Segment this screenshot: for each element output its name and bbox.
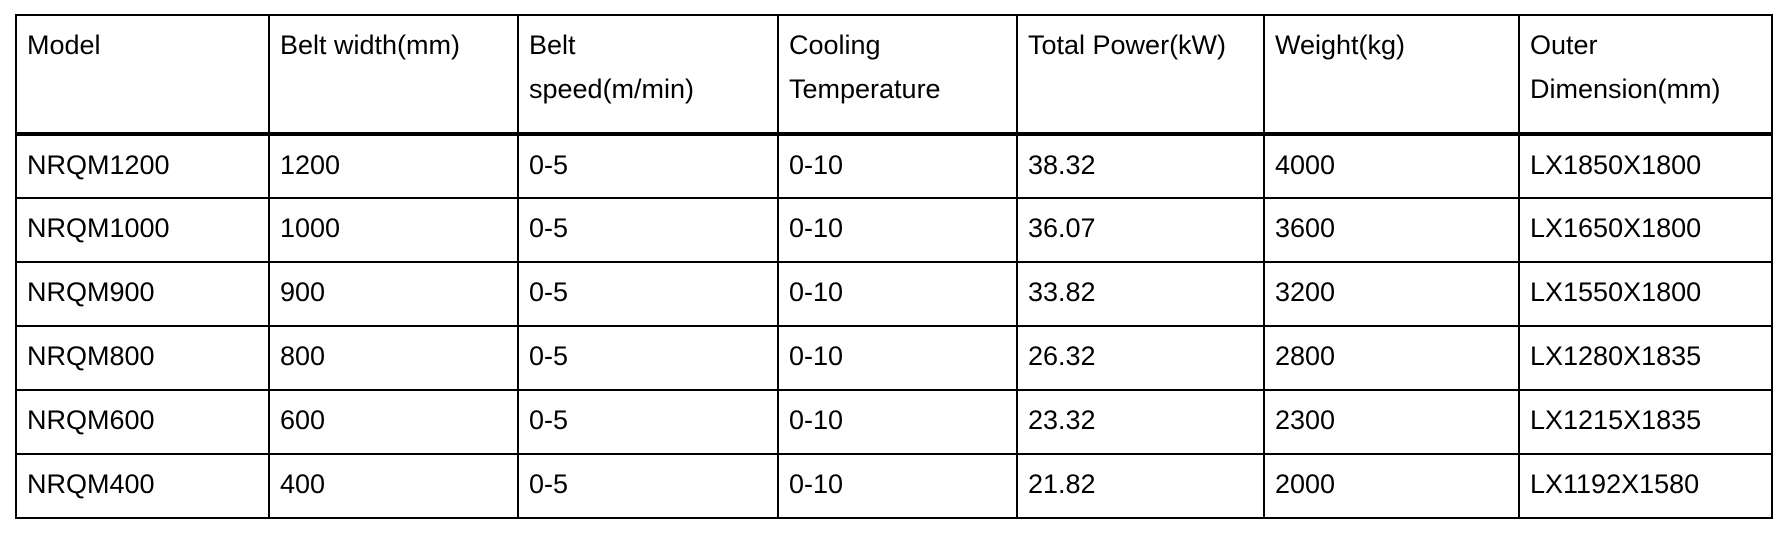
column-header-cooling-temperature: Cooling Temperature [777, 14, 1018, 136]
table-row: NRQM1000 1000 0-5 0-10 36.07 3600 LX1650… [15, 197, 1773, 263]
spec-table-container: Model Belt width(mm) Belt speed(m/min) C… [15, 14, 1773, 519]
table-cell-belt-width: 400 [268, 453, 519, 519]
table-cell-belt-width: 800 [268, 325, 519, 391]
column-header-model: Model [15, 14, 270, 136]
table-cell-cooling-temperature: 0-10 [777, 325, 1018, 391]
table-row: NRQM400 400 0-5 0-10 21.82 2000 LX1192X1… [15, 453, 1773, 519]
table-cell-belt-width: 1000 [268, 197, 519, 263]
table-cell-model: NRQM1200 [15, 133, 270, 199]
table-cell-belt-speed: 0-5 [517, 197, 779, 263]
table-cell-cooling-temperature: 0-10 [777, 453, 1018, 519]
header-row: Model Belt width(mm) Belt speed(m/min) C… [15, 14, 1773, 136]
table-cell-model: NRQM800 [15, 325, 270, 391]
table-cell-weight: 4000 [1263, 133, 1520, 199]
table-body: NRQM1200 1200 0-5 0-10 38.32 4000 LX1850… [15, 133, 1773, 519]
table-cell-belt-width: 900 [268, 261, 519, 327]
table-cell-weight: 2000 [1263, 453, 1520, 519]
table-cell-model: NRQM600 [15, 389, 270, 455]
table-cell-weight: 2800 [1263, 325, 1520, 391]
table-row: NRQM600 600 0-5 0-10 23.32 2300 LX1215X1… [15, 389, 1773, 455]
table-cell-total-power: 36.07 [1016, 197, 1265, 263]
column-header-total-power: Total Power(kW) [1016, 14, 1265, 136]
table-row: NRQM1200 1200 0-5 0-10 38.32 4000 LX1850… [15, 133, 1773, 199]
table-cell-belt-width: 1200 [268, 133, 519, 199]
table-row: NRQM800 800 0-5 0-10 26.32 2800 LX1280X1… [15, 325, 1773, 391]
table-cell-belt-speed: 0-5 [517, 261, 779, 327]
table-cell-cooling-temperature: 0-10 [777, 133, 1018, 199]
table-cell-model: NRQM1000 [15, 197, 270, 263]
table-cell-cooling-temperature: 0-10 [777, 261, 1018, 327]
column-header-belt-width: Belt width(mm) [268, 14, 519, 136]
table-cell-outer-dimension: LX1192X1580 [1518, 453, 1773, 519]
table-cell-total-power: 38.32 [1016, 133, 1265, 199]
column-header-belt-speed: Belt speed(m/min) [517, 14, 779, 136]
table-cell-belt-speed: 0-5 [517, 389, 779, 455]
column-header-outer-dimension: Outer Dimension(mm) [1518, 14, 1773, 136]
table-cell-outer-dimension: LX1280X1835 [1518, 325, 1773, 391]
table-header: Model Belt width(mm) Belt speed(m/min) C… [15, 14, 1773, 136]
table-cell-belt-speed: 0-5 [517, 453, 779, 519]
table-row: NRQM900 900 0-5 0-10 33.82 3200 LX1550X1… [15, 261, 1773, 327]
table-cell-outer-dimension: LX1550X1800 [1518, 261, 1773, 327]
table-cell-outer-dimension: LX1650X1800 [1518, 197, 1773, 263]
table-cell-total-power: 33.82 [1016, 261, 1265, 327]
column-header-weight: Weight(kg) [1263, 14, 1520, 136]
table-cell-belt-speed: 0-5 [517, 325, 779, 391]
table-cell-outer-dimension: LX1215X1835 [1518, 389, 1773, 455]
table-cell-cooling-temperature: 0-10 [777, 197, 1018, 263]
table-cell-outer-dimension: LX1850X1800 [1518, 133, 1773, 199]
table-cell-total-power: 23.32 [1016, 389, 1265, 455]
table-cell-weight: 3600 [1263, 197, 1520, 263]
table-cell-weight: 2300 [1263, 389, 1520, 455]
table-cell-belt-width: 600 [268, 389, 519, 455]
table-cell-belt-speed: 0-5 [517, 133, 779, 199]
table-cell-total-power: 21.82 [1016, 453, 1265, 519]
table-cell-model: NRQM900 [15, 261, 270, 327]
table-cell-model: NRQM400 [15, 453, 270, 519]
table-cell-weight: 3200 [1263, 261, 1520, 327]
table-cell-cooling-temperature: 0-10 [777, 389, 1018, 455]
table-cell-total-power: 26.32 [1016, 325, 1265, 391]
spec-table: Model Belt width(mm) Belt speed(m/min) C… [15, 14, 1773, 519]
